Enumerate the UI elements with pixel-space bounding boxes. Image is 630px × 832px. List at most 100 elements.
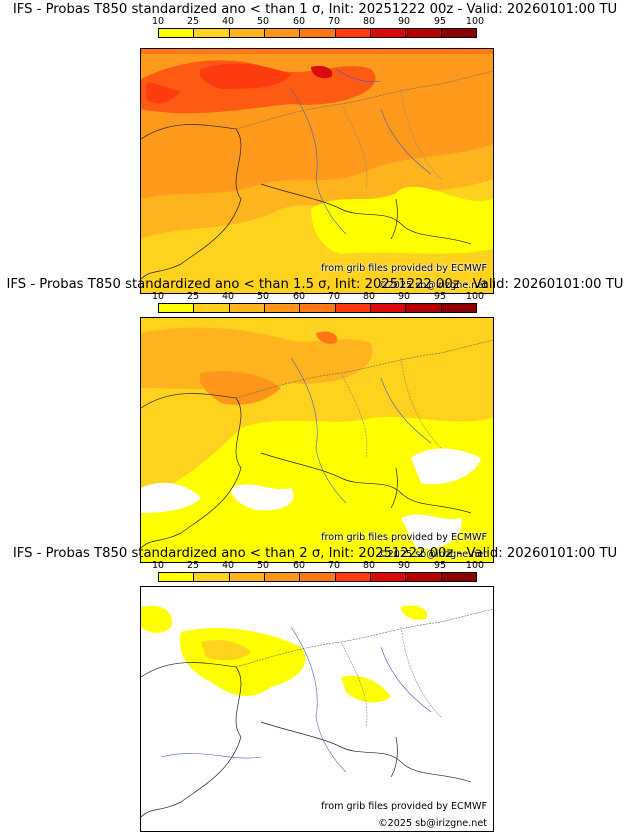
probability-field-60 [141,49,493,54]
legend-swatch [441,573,476,581]
country-border [340,103,368,190]
legend-label: 10 [151,16,165,27]
legend-swatch [441,29,476,37]
legend-swatch [335,304,371,312]
legend-swatch [194,29,230,37]
legend-swatch [406,573,442,581]
island-outline [390,736,398,778]
panel-title: IFS - Probas T850 standardized ano < tha… [6,277,624,292]
legend-label: 40 [221,16,235,27]
coastline [141,393,242,549]
legend-swatch [300,573,336,581]
legend-labels: 10 25 40 50 60 70 80 90 95 100 [152,16,484,28]
legend-label: 95 [433,291,447,302]
legend-label: 90 [397,560,411,571]
probability-field-80 [146,82,181,104]
country-border [400,626,442,718]
country-border [235,608,493,668]
country-border [400,357,442,449]
river [380,377,432,444]
copyright-credit: ©2025 sb@irizgne.net [378,549,487,560]
legend-label: 50 [256,291,270,302]
legend-colorbar [158,572,477,582]
panel-title: IFS - Probas T850 standardized ano < tha… [12,2,618,17]
river [380,108,432,175]
probability-field-25 [201,640,251,661]
legend-swatch [300,304,336,312]
legend-swatch [335,573,371,581]
legend-labels: 10 25 40 50 60 70 80 90 95 100 [152,560,484,572]
panel-1-5-sigma: IFS - Probas T850 standardized ano < tha… [0,277,630,563]
legend-label: 70 [327,560,341,571]
legend-swatch [159,29,195,37]
data-source-credit: from grib files provided by ECMWF [321,263,487,274]
legend-swatch [159,573,195,581]
probability-legend: 10 25 40 50 60 70 80 90 95 100 [152,16,484,46]
legend-swatch [229,29,265,37]
probability-field-none [401,514,462,549]
probability-field-10 [341,675,391,703]
map-canvas [141,587,493,831]
legend-label: 90 [397,16,411,27]
coastline [260,183,472,245]
coastline [260,721,472,783]
legend-label: 80 [362,16,376,27]
legend-label: 25 [186,291,200,302]
probability-legend: 10 25 40 50 60 70 80 90 95 100 [152,560,484,590]
river [290,88,347,235]
probability-field-60 [316,331,338,344]
legend-swatch [370,304,407,312]
legend-swatch [406,29,442,37]
legend-swatch [300,29,336,37]
probability-field-50 [199,371,281,405]
legend-label: 100 [465,291,485,302]
river [380,646,432,713]
coastline [141,662,242,818]
legend-label: 60 [292,291,306,302]
country-border [235,339,493,399]
island-outline [390,467,398,509]
probability-legend: 10 25 40 50 60 70 80 90 95 100 [152,291,484,321]
legend-label: 10 [151,560,165,571]
legend-swatch [194,573,230,581]
coastline [260,452,472,514]
legend-label: 70 [327,291,341,302]
probability-field-none [411,448,481,485]
legend-label: 25 [186,560,200,571]
probability-field-none [231,484,294,511]
river [290,357,347,504]
probability-field-80 [199,63,291,89]
legend-label: 10 [151,291,165,302]
legend-label: 95 [433,16,447,27]
legend-label: 50 [256,560,270,571]
legend-swatch [370,29,407,37]
river [160,753,262,759]
legend-swatch [441,304,476,312]
legend-label: 70 [327,16,341,27]
copyright-credit: ©2025 sb@irizgne.net [378,818,487,829]
river [290,626,347,773]
legend-swatch [194,304,230,312]
probability-field-none [141,482,201,513]
country-border [340,641,368,728]
legend-label: 40 [221,291,235,302]
legend-colorbar [158,303,477,313]
island-outline [390,198,398,240]
legend-label: 80 [362,291,376,302]
probability-map: from grib files provided by ECMWF ©2025 … [140,586,494,832]
data-source-credit: from grib files provided by ECMWF [321,801,487,812]
river [335,68,382,83]
legend-swatch [335,29,371,37]
legend-swatch [159,304,195,312]
legend-swatch [370,573,407,581]
panel-title: IFS - Probas T850 standardized ano < tha… [12,546,618,561]
legend-labels: 10 25 40 50 60 70 80 90 95 100 [152,291,484,303]
legend-swatch [264,304,301,312]
legend-swatch [229,573,265,581]
legend-label: 50 [256,16,270,27]
country-border [235,70,493,130]
country-border [340,372,368,459]
probability-map: from grib files provided by ECMWF ©2025 … [140,48,494,294]
legend-label: 95 [433,560,447,571]
probability-field-10 [311,186,493,254]
